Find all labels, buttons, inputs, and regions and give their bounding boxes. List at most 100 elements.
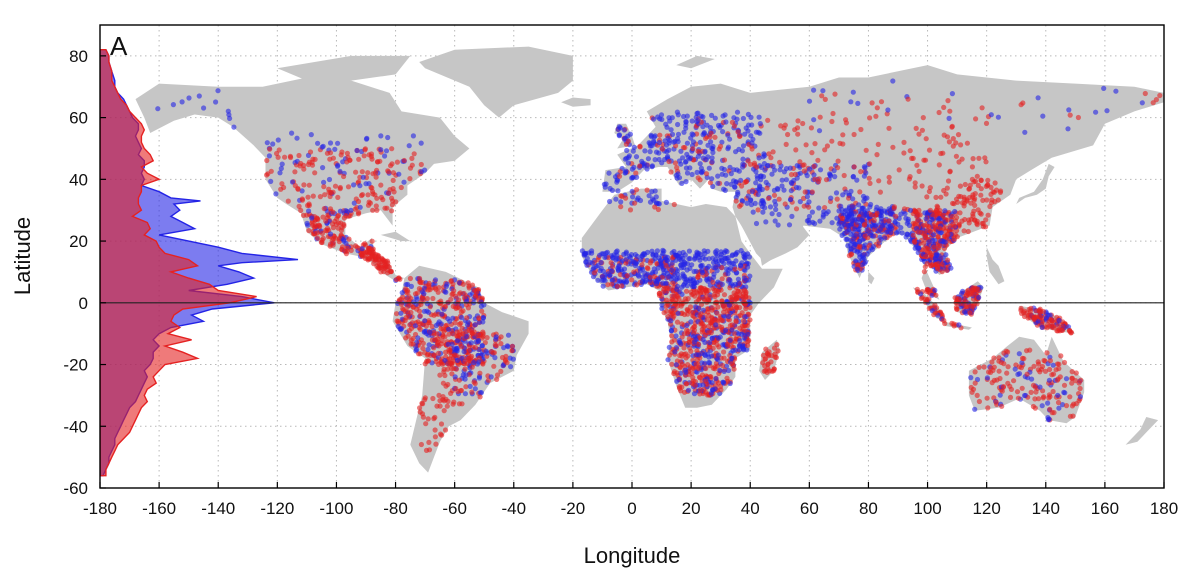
land-greenland [419,46,573,118]
red-point-3408 [985,405,991,411]
scatter-points [155,78,1163,453]
blue-point-3871 [667,118,673,124]
blue-point-2407 [675,131,682,137]
red-point-1094 [1032,396,1038,402]
red-point-4247 [829,138,835,144]
blue-point-3220 [706,263,712,269]
red-point-4171 [402,317,408,324]
blue-point-4072 [340,237,346,243]
blue-point-4169 [762,205,768,211]
blue-point-365 [1059,402,1066,408]
red-point-1327 [1038,366,1044,372]
red-point-2367 [433,359,439,365]
red-point-3462 [893,213,899,219]
blue-point-1278 [721,166,728,173]
blue-point-3233 [737,338,743,344]
red-point-261 [1005,364,1011,370]
blue-point-3517 [710,149,716,156]
blue-point-2966 [641,250,647,257]
blue-point-4058 [715,279,721,285]
red-point-2356 [886,179,893,185]
latitude-profile [100,48,299,477]
red-point-4163 [1059,327,1065,333]
blue-point-3304 [725,271,731,277]
blue-point-1931 [478,303,484,309]
blue-point-3803 [740,115,747,122]
y-tick-label-2: -20 [63,356,88,375]
red-point-2359 [644,187,650,193]
red-point-4113 [1008,386,1015,392]
blue-point-4166 [976,294,982,301]
red-point-3862 [442,304,449,310]
blue-point-4127 [748,197,754,203]
blue-point-1569 [1019,360,1025,366]
red-point-2201 [851,131,857,138]
blue-point-4214 [861,252,867,258]
blue-point-2105 [614,248,620,254]
red-point-3650 [1070,413,1076,419]
red-point-2931 [971,208,977,214]
blue-point-2531 [742,314,748,320]
red-point-3126 [721,292,728,298]
red-point-4227 [993,399,999,405]
red-point-1089 [683,288,690,294]
blue-point-4132 [885,107,891,113]
blue-point-2792 [788,196,794,203]
red-point-4134 [732,296,738,302]
blue-point-3697 [882,235,888,241]
red-point-3309 [304,212,310,218]
red-point-3495 [907,148,913,154]
red-point-774 [681,389,688,395]
blue-point-3012 [748,133,754,139]
red-point-2877 [454,316,460,322]
blue-point-1075 [326,176,333,183]
red-point-2214 [1056,361,1062,367]
red-point-2891 [979,105,985,111]
red-point-4209 [660,289,666,295]
red-point-3718 [433,441,439,447]
blue-point-3599 [890,78,896,84]
red-point-1386 [946,139,953,145]
red-point-3201 [437,301,443,307]
blue-point-3906 [772,167,778,173]
blue-point-3610 [309,215,315,221]
red-point-4257 [924,249,931,255]
red-point-1433 [802,189,808,195]
red-point-2873 [448,278,454,284]
x-tick-label-11: 40 [741,499,760,518]
red-point-4138 [339,247,345,253]
blue-point-3439 [418,140,424,146]
red-point-1092 [666,352,673,358]
red-point-3720 [435,350,442,356]
blue-point-2577 [715,173,721,179]
blue-point-2957 [363,136,370,142]
red-point-4089 [454,329,460,335]
red-point-1553 [1011,378,1017,384]
blue-point-1373 [636,273,642,279]
blue-point-685 [226,112,232,118]
red-point-3391 [466,355,472,361]
blue-point-3072 [308,132,314,138]
blue-point-4241 [673,252,679,258]
blue-point-3836 [351,200,357,206]
red-point-959 [369,238,375,244]
blue-point-4043 [854,249,860,255]
blue-point-816 [742,131,748,137]
red-point-3831 [769,368,775,374]
blue-point-3459 [327,140,334,146]
blue-point-1664 [501,345,507,351]
red-point-2928 [954,214,960,221]
red-point-684 [912,221,918,227]
red-point-3702 [862,233,868,239]
blue-point-3996 [715,262,721,268]
red-point-3940 [922,296,928,302]
red-point-4073 [362,241,368,247]
blue-point-4302 [787,165,793,171]
blue-point-2119 [621,127,627,133]
red-point-3451 [709,314,715,320]
blue-point-3775 [595,262,601,269]
blue-point-1515 [681,129,687,135]
red-point-3666 [690,146,696,152]
blue-point-1192 [683,125,689,131]
red-point-2777 [834,196,840,202]
